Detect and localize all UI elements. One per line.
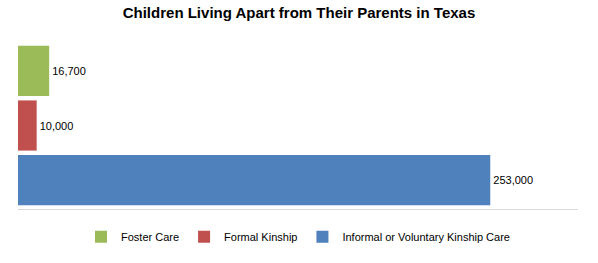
svg-text:10,000: 10,000 bbox=[40, 120, 74, 132]
svg-text:16,700: 16,700 bbox=[52, 65, 86, 77]
svg-text:Children Living Apart from The: Children Living Apart from Their Parents… bbox=[123, 4, 476, 21]
svg-text:Formal Kinship: Formal Kinship bbox=[224, 231, 297, 243]
svg-text:Foster Care: Foster Care bbox=[121, 231, 179, 243]
svg-text:Informal or Voluntary Kinship: Informal or Voluntary Kinship Care bbox=[342, 231, 510, 243]
svg-text:253,000: 253,000 bbox=[493, 174, 533, 186]
